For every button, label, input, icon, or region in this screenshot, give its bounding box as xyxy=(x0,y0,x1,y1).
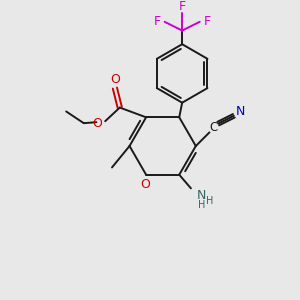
Text: O: O xyxy=(140,178,150,191)
Text: C: C xyxy=(209,121,218,134)
Text: O: O xyxy=(110,73,120,86)
Text: O: O xyxy=(92,117,102,130)
Text: H: H xyxy=(198,200,205,210)
Text: H: H xyxy=(206,196,213,206)
Text: F: F xyxy=(178,0,186,13)
Text: N: N xyxy=(236,105,245,119)
Text: N: N xyxy=(197,189,206,202)
Text: F: F xyxy=(204,15,211,28)
Text: F: F xyxy=(153,15,161,28)
